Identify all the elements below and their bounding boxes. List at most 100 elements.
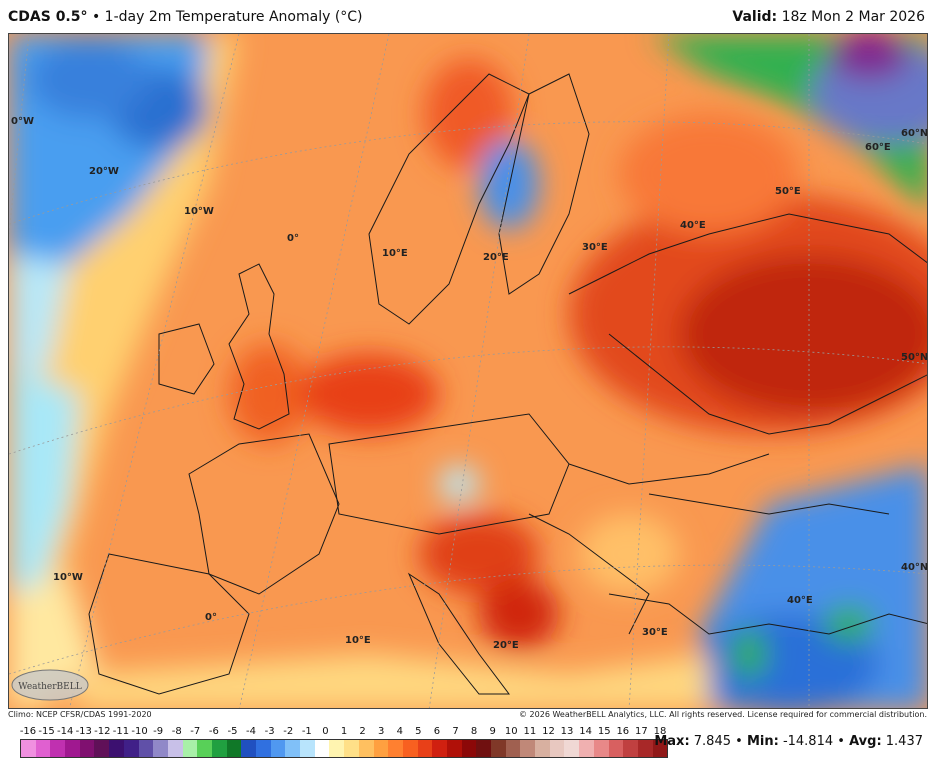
legend-tick-label: 13: [560, 726, 574, 737]
title-separator: •: [87, 9, 105, 25]
stats-separator: •: [833, 734, 850, 749]
lon-label-50e: 50°E: [775, 186, 801, 197]
legend-color-swatch: [94, 740, 110, 757]
legend-tick-label: 16: [616, 726, 630, 737]
color-scale-legend: -16 -15 -14 -13 -12 -11 -10 -9 -8 -7 -6 -5 -4 -3 -2 -1 0…: [20, 726, 668, 762]
legend-color-swatch: [579, 740, 594, 757]
stats-summary: Max: 7.845 • Min: -14.814 • Avg: 1.437: [654, 734, 923, 749]
legend-color-swatch: [300, 740, 315, 757]
lon-label-0-top: 0°: [287, 233, 299, 244]
lon-label-30e-top: 30°E: [582, 242, 608, 253]
graticule: [9, 34, 927, 708]
legend-color-swatch: [285, 740, 301, 757]
legend-tick-label: -5: [227, 726, 238, 737]
legend-tick-label: 14: [579, 726, 593, 737]
legend-tick-label: -7: [190, 726, 201, 737]
legend-color-swatch: [652, 740, 668, 757]
legend-tick-labels: -16 -15 -14 -13 -12 -11 -10 -9 -8 -7 -6 -5 -4 -3 -2 -1 0…: [20, 726, 668, 738]
legend-color-swatch: [344, 740, 359, 757]
legend-color-swatch: [446, 740, 462, 757]
product-name: CDAS 0.5°: [8, 9, 88, 25]
coastlines: [88, 73, 927, 695]
legend-tick-label: 5: [415, 726, 422, 737]
lon-label-60e: 60°E: [865, 142, 891, 153]
legend-tick-label: 15: [597, 726, 611, 737]
legend-color-swatch: [153, 740, 168, 757]
legend-color-swatch: [241, 740, 256, 757]
valid-time: Valid: 18z Mon 2 Mar 2026: [732, 9, 925, 25]
lon-label-40e-top: 40°E: [680, 220, 706, 231]
lat-label-40n: 40°N: [901, 562, 928, 573]
legend-color-swatch: [623, 740, 638, 757]
lon-label-0w: 0°W: [11, 116, 34, 127]
avg-value: 1.437: [885, 734, 923, 749]
legend-color-bar: [20, 739, 668, 758]
legend-color-swatch: [593, 740, 609, 757]
legend-tick-label: -6: [208, 726, 219, 737]
legend-tick-label: 1: [340, 726, 348, 737]
map-header: CDAS 0.5° • 1-day 2m Temperature Anomaly…: [0, 0, 935, 32]
legend-tick-label: 8: [470, 726, 478, 737]
lat-label-50n: 50°N: [901, 352, 928, 363]
lon-label-20e-top: 20°E: [483, 252, 509, 263]
legend-color-swatch: [50, 740, 66, 757]
legend-color-swatch: [21, 740, 36, 757]
legend-tick-label: -9: [153, 726, 164, 737]
legend-color-swatch: [637, 740, 653, 757]
lon-label-10e-bottom: 10°E: [345, 635, 371, 646]
legend-color-swatch: [491, 740, 506, 757]
legend-color-swatch: [35, 740, 51, 757]
avg-label: Avg:: [849, 734, 882, 749]
lon-label-30e-bottom: 30°E: [642, 627, 668, 638]
min-value: -14.814: [782, 734, 834, 749]
lat-label-60n: 60°N: [901, 128, 928, 139]
legend-tick-label: 10: [504, 726, 518, 737]
lon-label-0-bottom: 0°: [205, 612, 217, 623]
lon-label-40e-bottom: 40°E: [787, 595, 813, 606]
legend-tick-label: -13: [75, 726, 92, 737]
legend-color-swatch: [373, 740, 389, 757]
legend-color-swatch: [197, 740, 212, 757]
legend-tick-label: 18: [653, 726, 667, 737]
legend-color-swatch: [505, 740, 521, 757]
legend-color-swatch: [520, 740, 536, 757]
legend-color-swatch: [608, 740, 624, 757]
legend-color-swatch: [79, 740, 95, 757]
legend-color-swatch: [329, 740, 345, 757]
min-label: Min:: [746, 734, 779, 749]
legend-tick-label: 6: [433, 726, 441, 737]
legend-tick-label: 11: [523, 726, 537, 737]
legend-color-swatch: [226, 740, 242, 757]
lon-label-10w-bottom: 10°W: [53, 572, 83, 583]
legend-color-swatch: [461, 740, 477, 757]
climo-note: Climo: NCEP CFSR/CDAS 1991-2020: [8, 710, 152, 719]
legend-tick-label: 2: [359, 726, 366, 737]
map-canvas: 0°W 20°W 10°W 0° 10°E 20°E 30°E 40°E 50°…: [9, 34, 928, 708]
legend-tick-label: 7: [452, 726, 459, 737]
legend-color-swatch: [109, 740, 124, 757]
legend-color-swatch: [358, 740, 374, 757]
legend-color-swatch: [549, 740, 565, 757]
logo-text: WeatherBELL: [18, 682, 81, 692]
lon-label-10e-top: 10°E: [382, 248, 408, 259]
legend-tick-label: -11: [112, 726, 130, 737]
valid-time-value: 18z Mon 2 Mar 2026: [781, 9, 925, 25]
legend-color-swatch: [417, 740, 433, 757]
map-title: CDAS 0.5° • 1-day 2m Temperature Anomaly…: [8, 9, 363, 25]
legend-tick-label: 17: [635, 726, 648, 737]
legend-tick-label: 12: [542, 726, 555, 737]
lon-label-20w: 20°W: [89, 166, 119, 177]
lon-label-10w-top: 10°W: [184, 206, 214, 217]
legend-color-swatch: [535, 740, 550, 757]
legend-color-swatch: [270, 740, 286, 757]
legend-color-swatch: [167, 740, 183, 757]
copyright-note: © 2026 WeatherBELL Analytics, LLC. All r…: [519, 710, 927, 719]
anomaly-map: 0°W 20°W 10°W 0° 10°E 20°E 30°E 40°E 50°…: [8, 33, 928, 709]
lon-label-20e-bottom: 20°E: [493, 640, 519, 651]
valid-label: Valid:: [732, 9, 778, 25]
legend-color-swatch: [211, 740, 227, 757]
legend-tick-label: -4: [246, 726, 257, 737]
legend-tick-label: -14: [57, 726, 74, 737]
max-label: Max:: [654, 734, 690, 749]
legend-color-swatch: [402, 740, 418, 757]
